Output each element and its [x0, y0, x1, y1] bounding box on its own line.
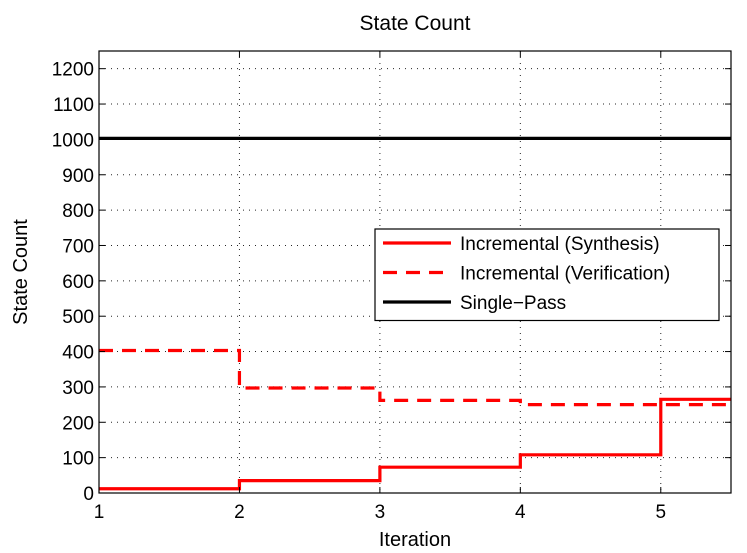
x-tick-label: 1 — [94, 502, 105, 523]
series-line-2 — [99, 348, 731, 407]
x-tick-label: 3 — [375, 502, 386, 523]
y-tick-label: 0 — [83, 484, 94, 505]
y-tick-label: 600 — [62, 272, 94, 293]
series-line-1 — [99, 397, 731, 491]
legend-label-1: Incremental (Synthesis) — [460, 234, 660, 255]
y-tick-label: 900 — [62, 166, 94, 187]
y-tick-label: 500 — [62, 307, 94, 328]
y-tick-label: 800 — [62, 201, 94, 222]
x-tick-label: 5 — [655, 502, 666, 523]
legend-label-2: Incremental (Verification) — [460, 264, 670, 285]
chart-title: State Count — [360, 12, 471, 35]
y-tick-label: 1100 — [53, 95, 94, 116]
y-tick-label: 700 — [62, 236, 94, 257]
x-tick-label: 2 — [234, 502, 245, 523]
plot-frame — [98, 50, 732, 494]
legend-label-3: Single−Pass — [460, 293, 566, 314]
y-axis-label: State Count — [10, 219, 32, 325]
series-layer — [99, 136, 731, 491]
y-tick-label: 400 — [62, 343, 94, 364]
x-tick-label: 4 — [515, 502, 526, 523]
y-tick-label: 300 — [62, 378, 94, 399]
x-axis-label: Iteration — [379, 529, 451, 551]
y-tick-label: 1000 — [52, 130, 94, 151]
y-tick-label: 100 — [62, 449, 94, 470]
axis-ticks: 0 100 200 300 400 500 600 700 800 900 1000 1100 1200… — [52, 51, 731, 523]
legend: Incremental (Synthesis) Incremental (Veri… — [374, 228, 720, 322]
y-tick-label: 200 — [62, 413, 94, 434]
y-tick-label: 1200 — [52, 60, 94, 81]
